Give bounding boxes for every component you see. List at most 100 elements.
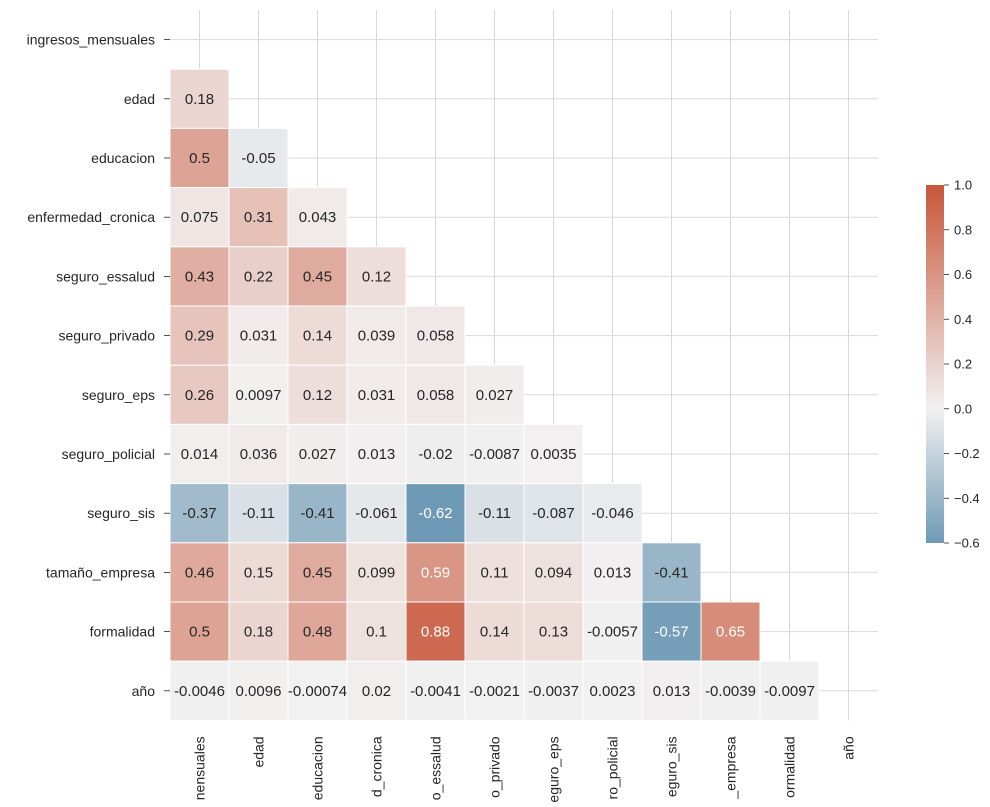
heatmap-cell [700,601,761,662]
cell-value-label: 0.094 [535,564,573,581]
cell-value-label: 0.02 [362,683,391,700]
heatmap-cell [405,305,466,366]
cell-value-label: 0.65 [716,624,745,641]
cell-value-label: -0.00074 [288,683,347,700]
y-tick-label: ingresos_mensuales [27,32,155,48]
cell-value-label: 0.031 [358,387,396,404]
heatmap-cell [405,660,466,721]
heatmap-cell [582,660,643,721]
cell-value-label: -0.087 [532,505,575,522]
x-tick-label: ormalidad [782,736,798,797]
x-tick-label: d_cronica [369,736,385,797]
cell-value-label: 0.039 [358,328,396,345]
heatmap-cell [169,542,230,603]
y-tick-label: seguro_eps [82,387,155,403]
cell-value-label: 0.12 [303,387,332,404]
heatmap-cell [523,660,584,721]
heatmap-cell [228,187,289,248]
colorbar-tick-label: 0.8 [954,222,972,237]
colorbar-tick-label: −0.6 [954,536,980,551]
cell-value-label: 0.099 [358,564,396,581]
cell-value-label: -0.0087 [469,446,520,463]
x-tick-label: o_essalud [428,736,444,800]
heatmap-cells: 0.18 0.5 -0.05 0.075 0.31 0.043 0.43 0.22 0.45 0.… [169,68,820,721]
x-tick-labels: nensuales edad educacion d_cronica o_essalud… [192,736,857,802]
heatmap-cell [346,423,407,485]
colorbar-tick-label: 1.0 [954,178,972,193]
heatmap-cell [405,483,466,544]
cell-value-label: 0.14 [303,328,332,345]
heatmap-cell [287,187,348,248]
colorbar-tick-label: 0.0 [954,401,972,416]
y-tick-label: enfermedad_cronica [27,209,155,225]
cell-value-label: -0.0037 [528,683,579,700]
cell-value-label: 0.18 [185,91,214,108]
cell-value-label: 0.59 [421,564,450,581]
y-tick-label: tamaño_empresa [46,564,155,580]
heatmap-cell [287,364,348,425]
cell-value-label: 0.027 [476,387,514,404]
x-tick-label: edad [251,736,267,767]
heatmap-cell [523,483,584,544]
colorbar: 1.0 0.8 0.6 0.4 0.2 0.0 −0.2 −0.4 −0.6 [926,178,980,551]
cell-value-label: -0.0057 [587,624,638,641]
cell-value-label: 0.013 [653,683,691,700]
colorbar-gradient [926,185,944,543]
colorbar-tick-label: 0.2 [954,357,972,372]
heatmap-cell [228,423,289,485]
x-tick-label: eguro_sis [664,736,680,797]
heatmap-cell [169,364,230,425]
cell-value-label: 0.45 [303,268,332,285]
cell-value-label: 0.075 [181,209,219,226]
heatmap-cell [287,601,348,662]
heatmap-cell [523,542,584,603]
heatmap-cell [169,187,230,248]
heatmap-cell [641,660,702,721]
heatmap-cell [228,542,289,603]
cell-value-label: 0.22 [244,268,273,285]
heatmap-cell [169,68,230,129]
cell-value-label: -0.11 [242,505,275,522]
y-tick-label: formalidad [90,624,155,640]
heatmap-cell [464,660,525,721]
heatmap-cell [287,305,348,366]
cell-value-label: -0.0041 [410,683,461,700]
heatmap-cell [287,483,348,544]
x-tick-label: _empresa [723,736,739,799]
cell-value-label: -0.62 [418,505,452,522]
cell-value-label: -0.11 [478,505,511,522]
heatmap-cell [464,601,525,662]
cell-value-label: 0.5 [189,624,210,641]
x-tick-label: o_privado [487,736,503,798]
heatmap-cell [700,660,761,721]
heatmap-cell [464,483,525,544]
cell-value-label: 0.88 [421,624,450,641]
cell-value-label: 0.46 [185,564,214,581]
cell-value-label: 0.11 [480,564,508,581]
colorbar-tick-label: −0.4 [954,491,980,506]
cell-value-label: 0.15 [244,564,273,581]
cell-value-label: -0.0039 [705,683,756,700]
cell-value-label: 0.0097 [236,387,282,404]
y-tick-label: edad [124,91,155,107]
heatmap-cell [228,660,289,721]
heatmap-cell [287,246,348,307]
heatmap-cell [641,601,702,662]
y-tick-label: seguro_privado [58,328,155,344]
heatmap-cell [582,601,643,662]
colorbar-tick-label: 0.4 [954,312,972,327]
y-tick-label: seguro_policial [62,446,155,462]
cell-value-label: 0.14 [480,624,509,641]
y-tick-label: seguro_essalud [56,268,155,284]
heatmap-cell [346,305,407,366]
heatmap-cell [464,364,525,425]
cell-value-label: 0.043 [299,209,337,226]
cell-value-label: 0.0035 [531,446,577,463]
cell-value-label: 0.45 [303,564,332,581]
cell-value-label: 0.0096 [236,683,282,700]
cell-value-label: 0.0023 [590,683,636,700]
cell-value-label: 0.031 [240,328,278,345]
cell-value-label: 0.013 [594,564,632,581]
cell-value-label: 0.058 [417,328,455,345]
